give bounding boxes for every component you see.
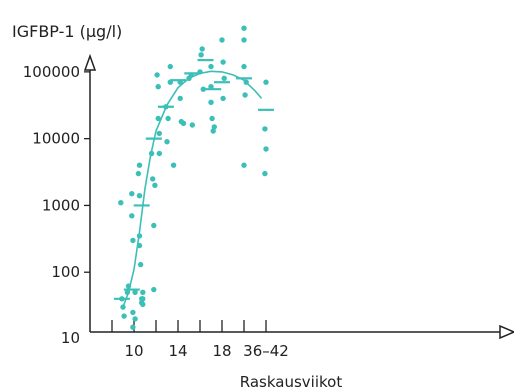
data-point: [155, 84, 161, 90]
data-point: [140, 296, 146, 302]
data-point: [151, 286, 157, 293]
data-point: [136, 233, 143, 239]
data-point: [263, 146, 269, 152]
data-point: [241, 162, 247, 168]
data-point: [140, 289, 146, 295]
data-point: [241, 37, 247, 43]
data-point: [129, 213, 135, 219]
data-point: [136, 193, 143, 199]
y-tick-label: 10000: [32, 130, 80, 148]
data-point: [154, 72, 160, 78]
data-point: [208, 99, 214, 106]
data-point: [135, 170, 142, 177]
data-point: [136, 162, 143, 168]
y-tick-label: 10: [61, 329, 80, 347]
y-tick-label: 100: [51, 263, 80, 281]
data-point: [129, 191, 135, 197]
axes: [83, 53, 514, 340]
data-point: [220, 95, 226, 102]
data-point: [156, 130, 162, 137]
ticks: 10 100 1000 10000 100000 10 14 18 36–42: [23, 63, 289, 360]
median-markers: [113, 59, 274, 300]
x-tick-label: 14: [168, 342, 187, 360]
data-point: [209, 115, 215, 122]
data-point: [167, 79, 173, 85]
data-point: [132, 289, 138, 295]
data-point: [208, 84, 214, 90]
fit-curve-layer: [122, 70, 263, 308]
y-tick-label: 1000: [42, 196, 80, 214]
data-point: [167, 63, 173, 70]
data-point: [177, 95, 183, 102]
data-point: [130, 237, 136, 244]
data-point: [124, 289, 131, 295]
data-point: [197, 69, 203, 75]
x-tick-label: 36–42: [243, 342, 289, 360]
data-point: [180, 120, 187, 127]
data-point: [148, 150, 155, 157]
data-point: [262, 126, 268, 132]
x-axis-arrow-icon: [499, 324, 514, 340]
data-point: [130, 309, 136, 316]
data-point: [150, 176, 156, 182]
data-point: [241, 25, 247, 31]
data-point: [221, 75, 227, 82]
data-point: [132, 316, 138, 322]
data-point: [165, 115, 171, 122]
data-points: [118, 25, 269, 330]
data-point: [164, 139, 170, 145]
data-point: [243, 79, 249, 85]
data-point: [220, 59, 226, 65]
data-point: [119, 296, 125, 302]
y-axis-label: IGFBP-1 (µg/l): [12, 22, 122, 41]
data-point: [120, 304, 126, 310]
data-point: [151, 222, 157, 229]
fit-curve: [122, 70, 263, 308]
data-point: [118, 200, 124, 206]
data-point: [210, 128, 216, 134]
data-point: [189, 122, 195, 128]
data-point: [219, 37, 225, 43]
data-point: [155, 115, 161, 122]
data-point: [136, 242, 143, 249]
data-point: [170, 162, 177, 168]
data-point: [177, 79, 183, 85]
data-point: [241, 63, 247, 70]
data-point: [140, 301, 146, 308]
data-point: [130, 324, 136, 330]
data-point: [208, 63, 214, 70]
x-tick-label: 10: [124, 342, 143, 360]
data-point: [137, 261, 144, 268]
data-point: [211, 124, 217, 130]
data-point: [200, 86, 206, 92]
data-point: [152, 182, 158, 188]
data-point: [121, 313, 127, 319]
data-point: [242, 92, 248, 98]
y-axis-arrow-icon: [83, 53, 97, 71]
data-point: [163, 104, 169, 110]
data-point: [125, 283, 132, 289]
data-point: [188, 72, 194, 78]
x-axis-label: Raskausviikot: [240, 373, 343, 391]
y-tick-label: 100000: [23, 63, 80, 81]
data-point: [198, 52, 204, 58]
data-point: [156, 150, 162, 157]
data-point: [262, 170, 268, 177]
data-point: [263, 79, 269, 85]
data-point: [199, 46, 205, 52]
x-tick-label: 18: [212, 342, 231, 360]
